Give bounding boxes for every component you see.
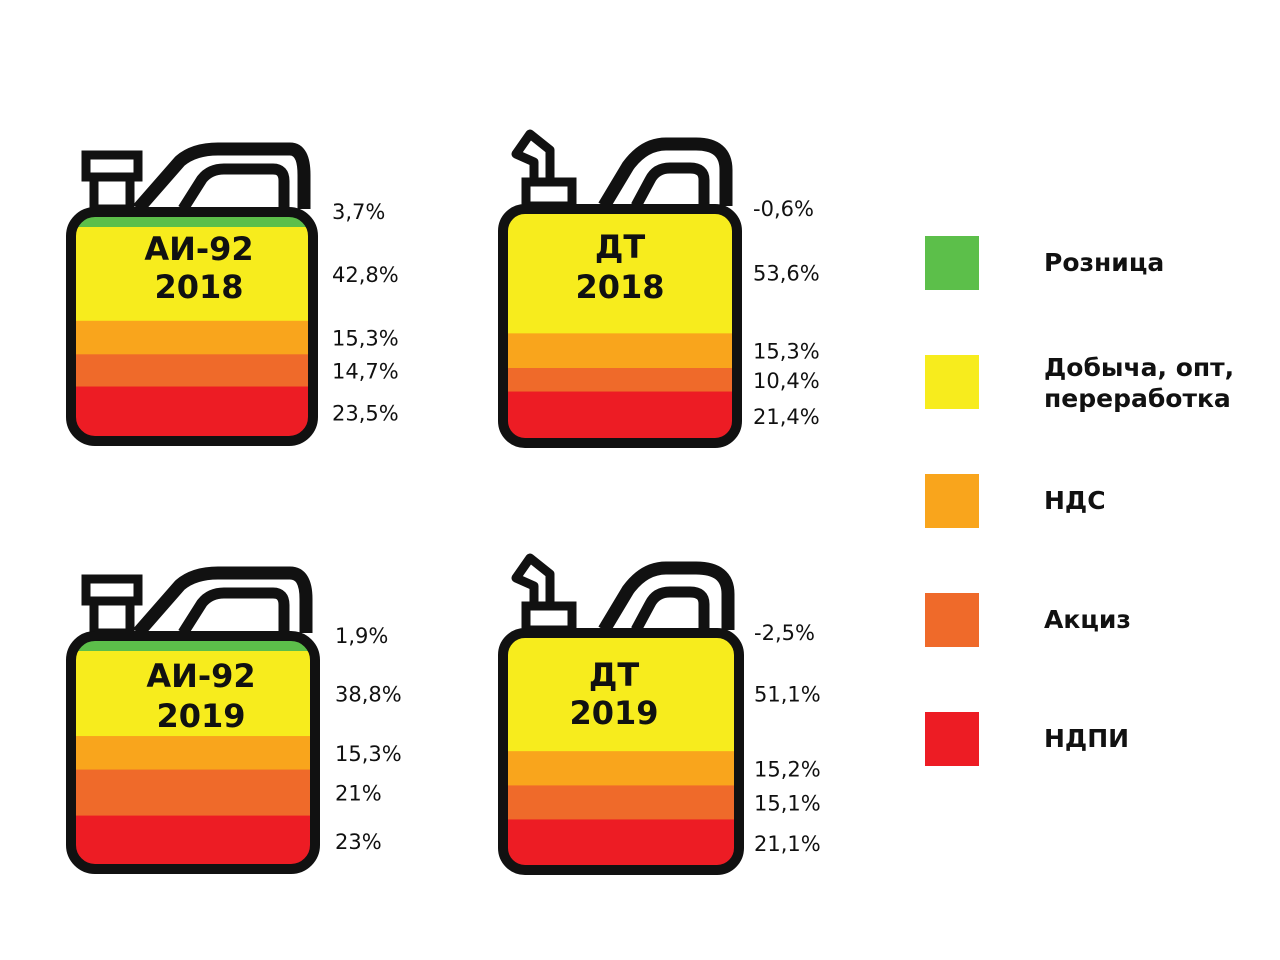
handle-inner xyxy=(178,163,290,212)
legend-label-production-2: переработка xyxy=(1044,384,1231,413)
segments xyxy=(506,636,736,867)
handle-inner xyxy=(631,586,710,633)
canister-title-line: ДТ xyxy=(589,656,640,694)
segment-retail xyxy=(74,639,312,652)
data-label-excise: 21% xyxy=(335,782,382,806)
segment-ndpi xyxy=(506,391,734,440)
segment-ndpi xyxy=(506,819,736,867)
data-label-vat: 15,3% xyxy=(753,340,820,364)
data-label-ndpi: 23% xyxy=(335,830,382,854)
data-label-production: 38,8% xyxy=(335,683,402,707)
canister-outline xyxy=(66,207,318,446)
legend-swatch-production xyxy=(925,355,979,409)
data-label-ndpi: 23,5% xyxy=(332,401,399,425)
segments xyxy=(74,215,310,438)
segment-vat xyxy=(74,736,312,771)
data-label-excise: 10,4% xyxy=(753,369,820,393)
data-label-retail: 3,7% xyxy=(332,200,385,224)
segment-production xyxy=(506,636,736,752)
data-label-production: 42,8% xyxy=(332,263,399,287)
segment-excise xyxy=(506,368,734,393)
data-label-vat: 15,2% xyxy=(754,757,821,781)
spout-base xyxy=(521,601,577,635)
data-label-retail: -2,5% xyxy=(754,621,815,645)
canister-title-line: 2019 xyxy=(569,694,658,732)
spout xyxy=(511,129,555,189)
canister-title-line: 2018 xyxy=(575,268,664,306)
segment-excise xyxy=(74,769,312,817)
segment-retail xyxy=(74,215,310,228)
cap-neck xyxy=(89,596,135,638)
canister-title-line: АИ-92 xyxy=(144,230,253,268)
data-label-ndpi: 21,1% xyxy=(754,832,821,856)
segment-vat xyxy=(74,320,310,355)
data-label-production: 51,1% xyxy=(754,683,821,707)
handle-inner xyxy=(631,162,710,209)
handle-outer xyxy=(133,142,311,214)
segment-vat xyxy=(506,333,734,369)
segment-excise xyxy=(74,354,310,388)
handle-outer xyxy=(598,137,733,210)
data-label-excise: 14,7% xyxy=(332,359,399,383)
canister-title-line: 2019 xyxy=(156,697,245,735)
handle-outer xyxy=(598,561,735,634)
canister-outline xyxy=(66,631,320,874)
segment-production xyxy=(506,212,734,334)
cap-neck xyxy=(89,172,135,214)
legend-swatch-vat xyxy=(925,474,979,528)
legend-swatch-excise xyxy=(925,593,979,647)
legend: Розница Добыча, опт,переработка НДС Акциз НД… xyxy=(925,236,1234,766)
data-label-retail: -0,6% xyxy=(753,197,814,221)
data-label-production: 53,6% xyxy=(753,262,820,286)
legend-swatch-ndpi xyxy=(925,712,979,766)
data-label-vat: 15,3% xyxy=(335,742,402,766)
segment-production xyxy=(74,227,310,322)
spout xyxy=(511,553,555,613)
data-label-excise: 15,1% xyxy=(754,791,821,815)
data-label-vat: 15,3% xyxy=(332,327,399,351)
segment-ndpi xyxy=(74,815,312,866)
segments xyxy=(506,212,734,440)
handle-inner xyxy=(178,587,290,636)
segments xyxy=(74,639,312,866)
legend-swatch-retail xyxy=(925,236,979,290)
segment-production xyxy=(74,651,312,737)
segment-ndpi xyxy=(74,386,310,438)
canister-title-line: 2018 xyxy=(154,268,243,306)
legend-label-excise: Акциз xyxy=(1044,605,1131,634)
legend-label-vat: НДС xyxy=(1044,486,1106,515)
canister-title-line: ДТ xyxy=(595,228,646,266)
handle-outer xyxy=(133,566,313,638)
data-label-ndpi: 21,4% xyxy=(753,405,820,429)
segment-vat xyxy=(506,751,736,786)
canister-outline xyxy=(498,204,742,448)
canister-title-line: АИ-92 xyxy=(146,657,255,695)
canister-outline xyxy=(498,628,744,875)
legend-label-retail: Розница xyxy=(1044,248,1164,277)
spout-base xyxy=(521,177,577,211)
segment-excise xyxy=(506,785,736,820)
legend-label-production: Добыча, опт, xyxy=(1044,353,1234,382)
legend-label-ndpi: НДПИ xyxy=(1044,724,1129,753)
data-label-retail: 1,9% xyxy=(335,624,388,648)
